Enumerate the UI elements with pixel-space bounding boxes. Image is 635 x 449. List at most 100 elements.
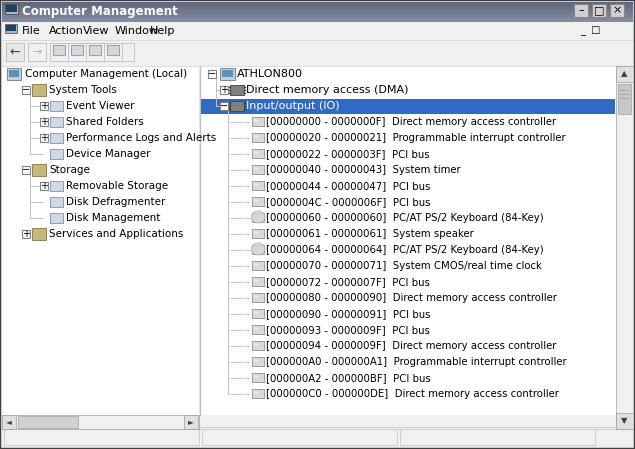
Bar	[5, 24, 17, 33]
Text: [00000072 - 0000007F]  PCI bus: [00000072 - 0000007F] PCI bus	[266, 277, 430, 287]
Bar	[6, 43, 24, 61]
Bar	[50, 133, 63, 143]
Bar	[50, 213, 63, 223]
Bar	[2, 12, 633, 13]
Bar	[252, 261, 264, 270]
Bar	[254, 279, 258, 282]
Bar	[2, 21, 633, 22]
Bar	[5, 4, 18, 14]
Bar	[50, 43, 68, 61]
Text: −: −	[22, 165, 30, 175]
Bar	[254, 375, 258, 378]
Text: [00000020 - 00000021]  Programmable interrupt controller: [00000020 - 00000021] Programmable inter…	[266, 133, 566, 143]
Text: Disk Defragmenter: Disk Defragmenter	[66, 197, 165, 207]
Bar	[50, 101, 63, 111]
Bar	[2, 13, 633, 14]
Bar	[7, 68, 21, 80]
Bar	[252, 293, 264, 302]
Bar	[252, 165, 264, 174]
Bar	[2, 6, 633, 7]
Text: ►: ►	[188, 418, 194, 427]
Bar	[107, 45, 119, 55]
Bar	[616, 66, 633, 82]
Bar	[2, 415, 199, 429]
Bar	[89, 45, 101, 55]
Bar	[252, 149, 264, 158]
Text: ◄: ◄	[6, 418, 12, 427]
Text: Services and Applications: Services and Applications	[49, 229, 184, 239]
Text: View: View	[83, 26, 109, 36]
Bar	[2, 415, 16, 429]
Bar	[592, 4, 606, 17]
Bar	[40, 182, 48, 190]
Bar	[400, 429, 595, 445]
Bar	[2, 427, 633, 447]
Bar	[32, 228, 46, 240]
Text: −: −	[220, 101, 228, 111]
Bar	[2, 2, 633, 3]
Text: –: –	[578, 5, 584, 15]
Text: Computer Management (Local): Computer Management (Local)	[25, 69, 187, 79]
Bar	[50, 149, 63, 159]
Bar	[252, 133, 264, 142]
Bar	[252, 213, 264, 222]
Text: [00000000 - 0000000F]  Direct memory access controller: [00000000 - 0000000F] Direct memory acce…	[266, 117, 556, 127]
Bar	[68, 43, 86, 61]
Bar	[254, 327, 258, 330]
Text: □: □	[594, 5, 605, 15]
Bar	[22, 166, 30, 174]
Bar	[104, 43, 122, 61]
Text: ×: ×	[612, 5, 622, 15]
Bar	[2, 10, 633, 11]
Text: →: →	[32, 47, 42, 57]
Bar	[254, 359, 258, 362]
Bar	[220, 68, 235, 80]
Bar	[2, 3, 633, 4]
Bar	[22, 86, 30, 94]
Bar	[254, 151, 258, 154]
Bar	[230, 101, 244, 111]
Text: [00000094 - 0000009F]  Direct memory access controller: [00000094 - 0000009F] Direct memory acce…	[266, 341, 556, 351]
Bar	[574, 4, 588, 17]
Bar	[116, 43, 134, 61]
Bar	[6, 25, 16, 31]
Bar	[6, 43, 24, 61]
Bar	[2, 17, 633, 18]
Bar	[220, 86, 228, 94]
Bar	[2, 40, 633, 66]
Bar	[254, 119, 258, 122]
Bar	[50, 43, 68, 61]
Text: [00000064 - 00000064]  PC/AT PS/2 Keyboard (84-Key): [00000064 - 00000064] PC/AT PS/2 Keyboar…	[266, 245, 544, 255]
Text: Storage: Storage	[49, 165, 90, 175]
Bar	[254, 343, 258, 346]
Bar	[86, 43, 104, 61]
Bar	[6, 5, 17, 12]
Bar	[254, 135, 258, 138]
Bar	[50, 181, 63, 191]
Bar	[252, 181, 264, 190]
Bar	[2, 66, 199, 415]
Bar	[252, 229, 264, 238]
Bar	[2, 15, 633, 16]
Bar	[254, 199, 258, 202]
Bar	[2, 14, 633, 15]
Text: Direct memory access (DMA): Direct memory access (DMA)	[246, 85, 408, 95]
Text: [00000090 - 00000091]  PCI bus: [00000090 - 00000091] PCI bus	[266, 309, 431, 319]
Bar	[202, 429, 397, 445]
Bar	[200, 66, 616, 415]
Text: Removable Storage: Removable Storage	[66, 181, 168, 191]
Bar	[254, 311, 258, 314]
Text: [0000004C - 0000006F]  PCI bus: [0000004C - 0000006F] PCI bus	[266, 197, 431, 207]
Text: +: +	[220, 85, 228, 95]
Text: Computer Management: Computer Management	[22, 4, 178, 18]
Bar	[252, 373, 264, 382]
Text: Device Manager: Device Manager	[66, 149, 150, 159]
Text: [00000022 - 0000003F]  PCI bus: [00000022 - 0000003F] PCI bus	[266, 149, 430, 159]
Bar	[18, 416, 78, 428]
Bar	[220, 102, 228, 110]
Text: [00000061 - 00000061]  System speaker: [00000061 - 00000061] System speaker	[266, 229, 474, 239]
Bar	[72, 43, 90, 61]
Bar	[50, 197, 63, 207]
Bar	[2, 5, 633, 6]
Text: Input/output (IO): Input/output (IO)	[246, 101, 340, 111]
